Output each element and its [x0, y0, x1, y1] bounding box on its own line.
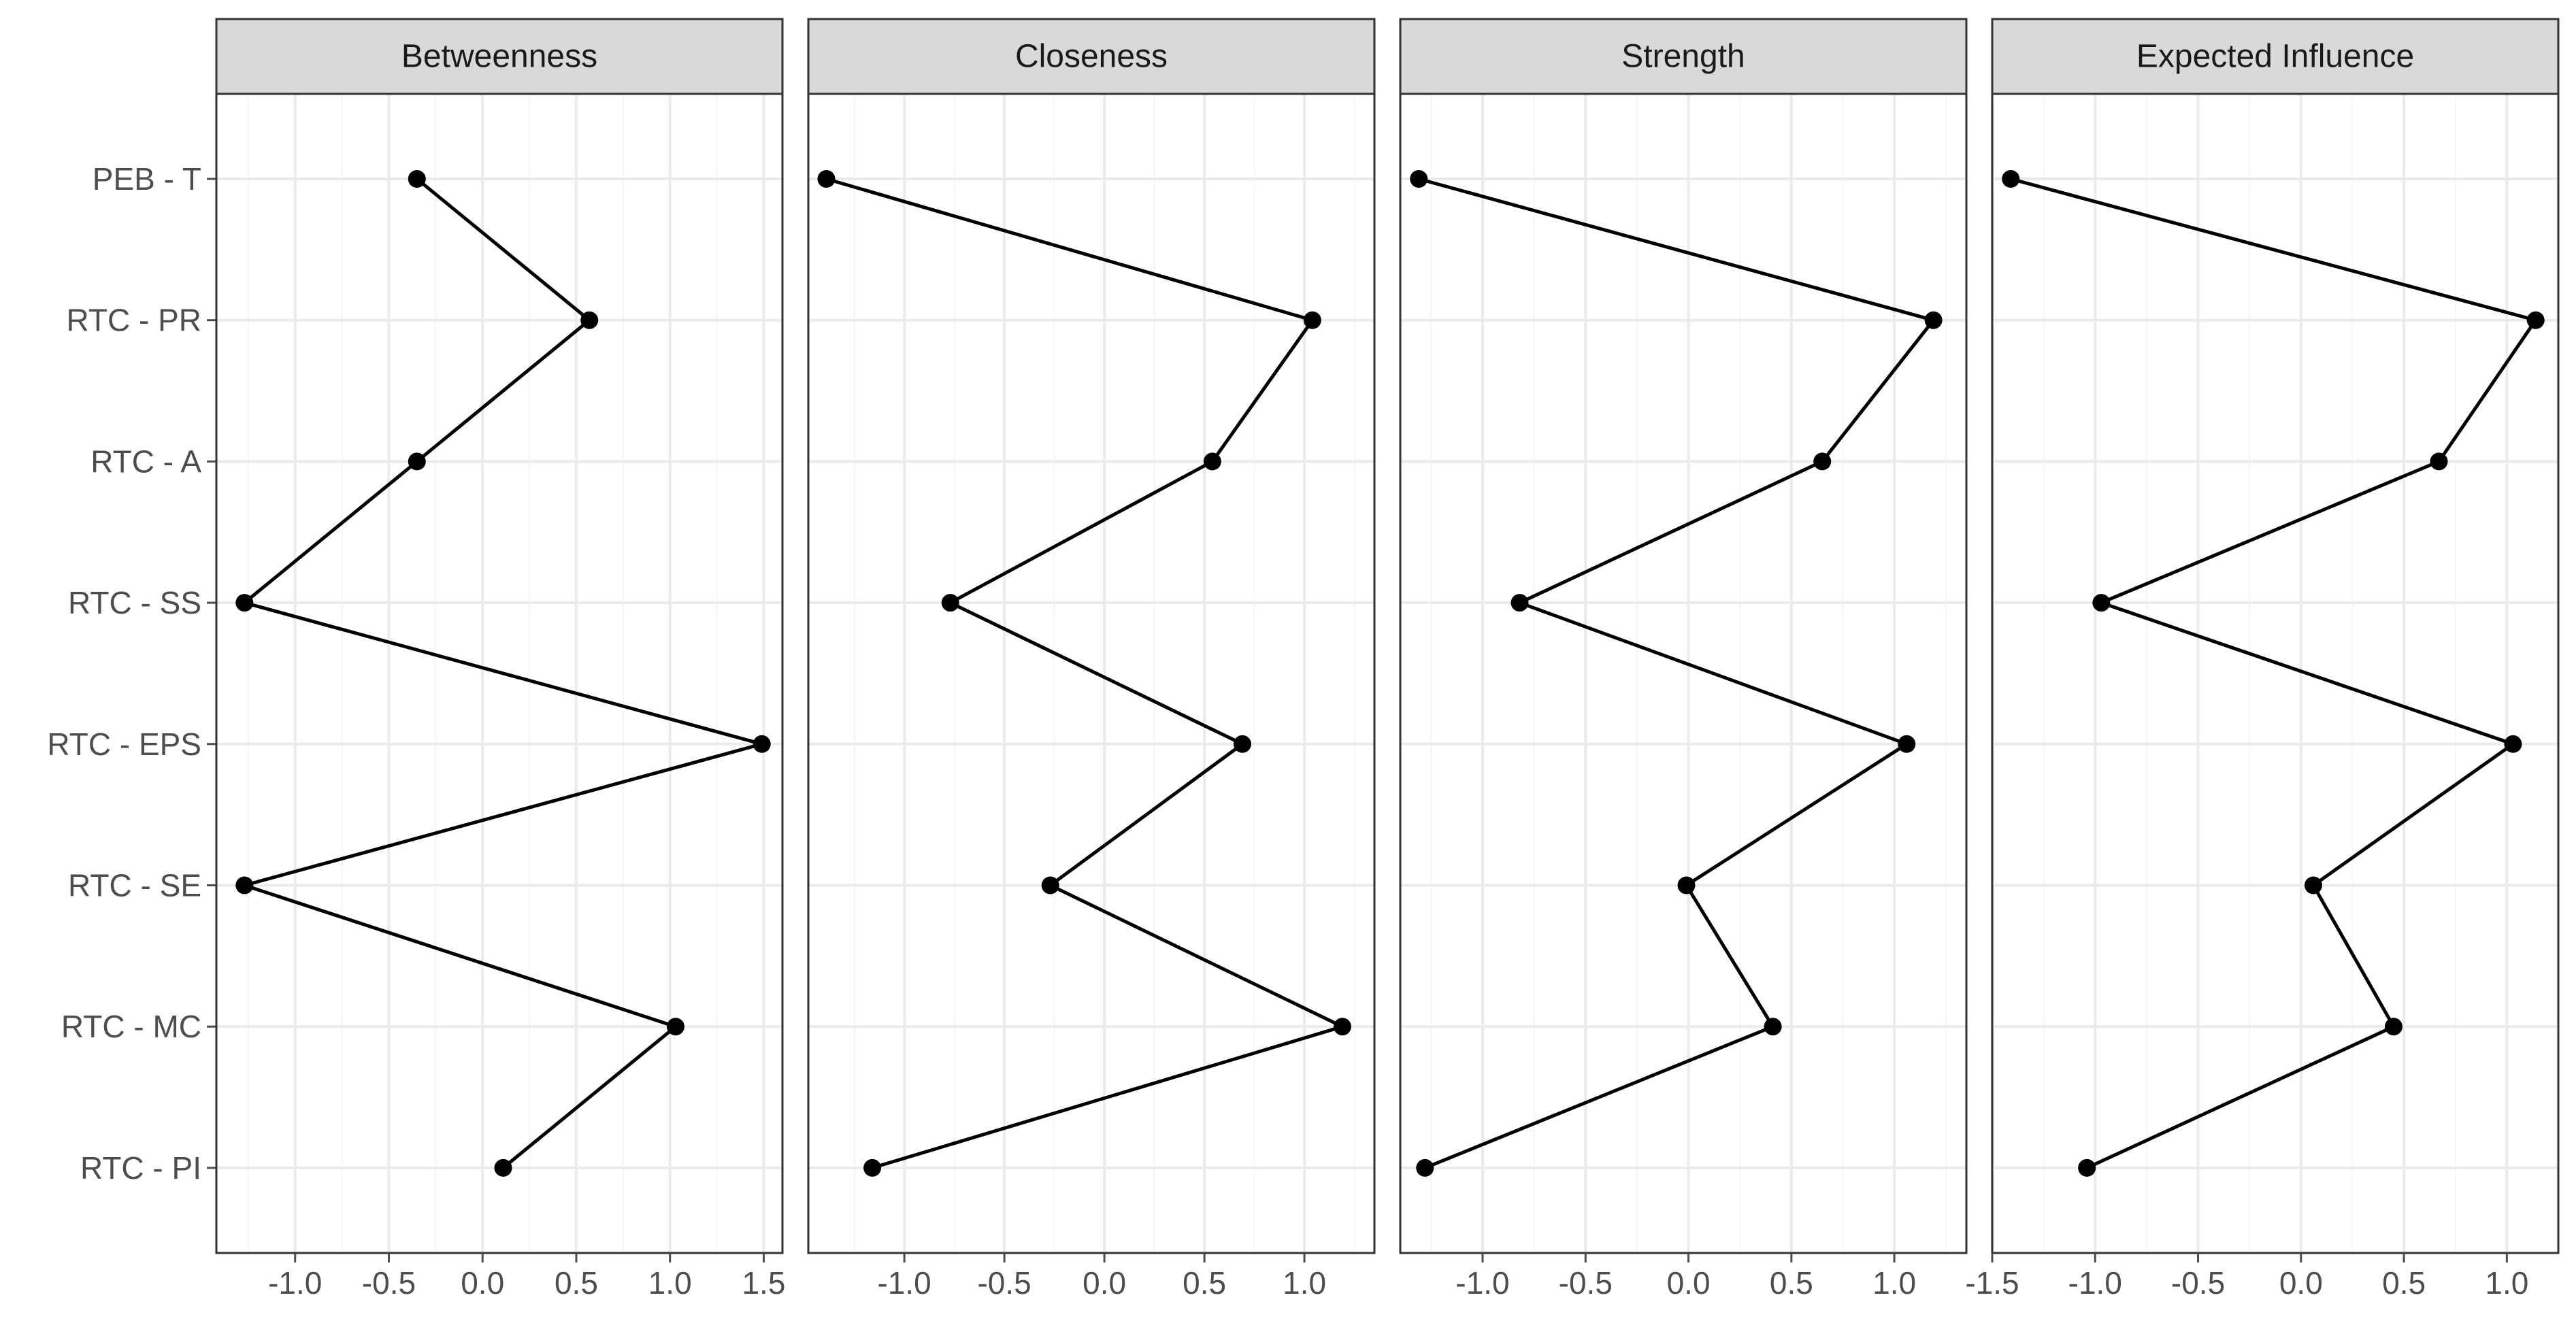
x-tick-label: 0.0: [2279, 1265, 2323, 1301]
series-line: [825, 177, 1344, 1170]
y-tick-label: RTC - MC: [61, 1009, 201, 1044]
facet-title: Betweenness: [401, 39, 597, 75]
x-tick-label: 1.0: [648, 1265, 692, 1301]
data-point: [1510, 594, 1529, 612]
y-tick-label: RTC - A: [90, 444, 201, 479]
x-tick-label: 1.0: [2485, 1265, 2528, 1301]
data-point: [2504, 735, 2522, 753]
x-tick-label: 0.5: [1183, 1265, 1226, 1301]
data-point: [2092, 594, 2111, 612]
x-tick-label: 1.0: [1283, 1265, 1326, 1301]
x-tick-label: 0.0: [1083, 1265, 1126, 1301]
data-point: [1203, 452, 1221, 471]
facet-title: Expected Influence: [2136, 39, 2414, 75]
panel-border: [215, 93, 784, 1254]
x-tick-label: -1.0: [877, 1265, 931, 1301]
facet-strip: [215, 18, 784, 95]
facet-panel: Closeness -1.0 -0.5 0.0 0.5 1.0: [807, 18, 1376, 1301]
facet-title: Strength: [1621, 39, 1745, 75]
panel-border: [807, 93, 1376, 1254]
x-tick-label: -1.0: [268, 1265, 322, 1301]
data-point: [863, 1158, 882, 1177]
panel-background: [808, 94, 1374, 1253]
x-tick-label: 1.5: [742, 1265, 785, 1301]
facet-panel: Strength -1.0 -0.5 0.0 0.5 1.0: [1399, 18, 1968, 1301]
y-tick-label: RTC - SS: [68, 585, 201, 620]
data-point: [666, 1018, 684, 1036]
panel-background: [1992, 94, 2558, 1253]
data-point: [408, 452, 426, 471]
x-tick-label: -1.0: [1455, 1265, 1509, 1301]
series-line: [2010, 177, 2538, 1170]
x-tick-label: -0.5: [362, 1265, 416, 1301]
x-tick-label: 0.5: [2382, 1265, 2426, 1301]
data-point: [2384, 1018, 2402, 1036]
data-point: [1898, 735, 1916, 753]
data-point: [580, 311, 599, 329]
x-tick-label: -0.5: [977, 1265, 1031, 1301]
facet-title: Closeness: [1015, 39, 1168, 75]
facet-panels: Betweenness -1.0 -0.5 0.0 0.5 1.0 1.5 Closeness…: [215, 18, 2560, 1301]
data-point: [1677, 876, 1696, 894]
data-point: [494, 1158, 512, 1177]
data-point: [2304, 876, 2322, 894]
x-tick-label: -0.5: [1559, 1265, 1613, 1301]
facet-panel: Expected Influence -1.5 -1.0 -0.5 0.0 0.5 1.0: [1965, 18, 2560, 1301]
x-tick-label: 0.5: [555, 1265, 598, 1301]
data-point: [1333, 1018, 1351, 1036]
facet-panel: Betweenness -1.0 -0.5 0.0 0.5 1.0 1.5: [215, 18, 785, 1301]
facet-strip: [1991, 18, 2560, 95]
series-line: [1418, 177, 1936, 1170]
y-tick-label: PEB - T: [93, 161, 201, 197]
x-tick-label: 0.0: [1667, 1265, 1711, 1301]
x-tick-label: -1.5: [1965, 1265, 2019, 1301]
x-tick-label: -0.5: [2171, 1265, 2225, 1301]
data-point: [2430, 452, 2448, 471]
data-point: [235, 876, 254, 894]
data-point: [753, 735, 771, 753]
x-tick-label: -1.0: [2068, 1265, 2122, 1301]
data-point: [408, 170, 426, 188]
data-point: [941, 594, 959, 612]
data-point: [1924, 311, 1943, 329]
panel-border: [1399, 93, 1968, 1254]
y-tick-label: RTC - EPS: [47, 726, 201, 762]
facet-strip: [807, 18, 1376, 95]
data-point: [2526, 311, 2545, 329]
panel-border: [1991, 93, 2560, 1254]
data-point: [2078, 1158, 2096, 1177]
y-tick-label: RTC - PR: [67, 303, 202, 338]
panel-background: [1400, 94, 1966, 1253]
y-tick-label: RTC - PI: [80, 1150, 201, 1186]
data-point: [2002, 170, 2020, 188]
data-point: [1764, 1018, 1782, 1036]
y-axis: PEB - T RTC - PR RTC - A RTC - SS RTC - EPS R…: [47, 161, 216, 1186]
data-point: [1041, 876, 1059, 894]
y-tick-label: RTC - SE: [68, 868, 201, 903]
x-tick-label: 0.0: [461, 1265, 504, 1301]
data-point: [1233, 735, 1251, 753]
x-tick-label: 1.0: [1872, 1265, 1916, 1301]
data-point: [1813, 452, 1832, 471]
data-point: [235, 594, 254, 612]
data-point: [817, 170, 836, 188]
data-point: [1410, 170, 1428, 188]
data-point: [1416, 1158, 1434, 1177]
data-point: [1303, 311, 1321, 329]
series-line: [242, 178, 764, 1169]
x-tick-label: 0.5: [1770, 1265, 1813, 1301]
